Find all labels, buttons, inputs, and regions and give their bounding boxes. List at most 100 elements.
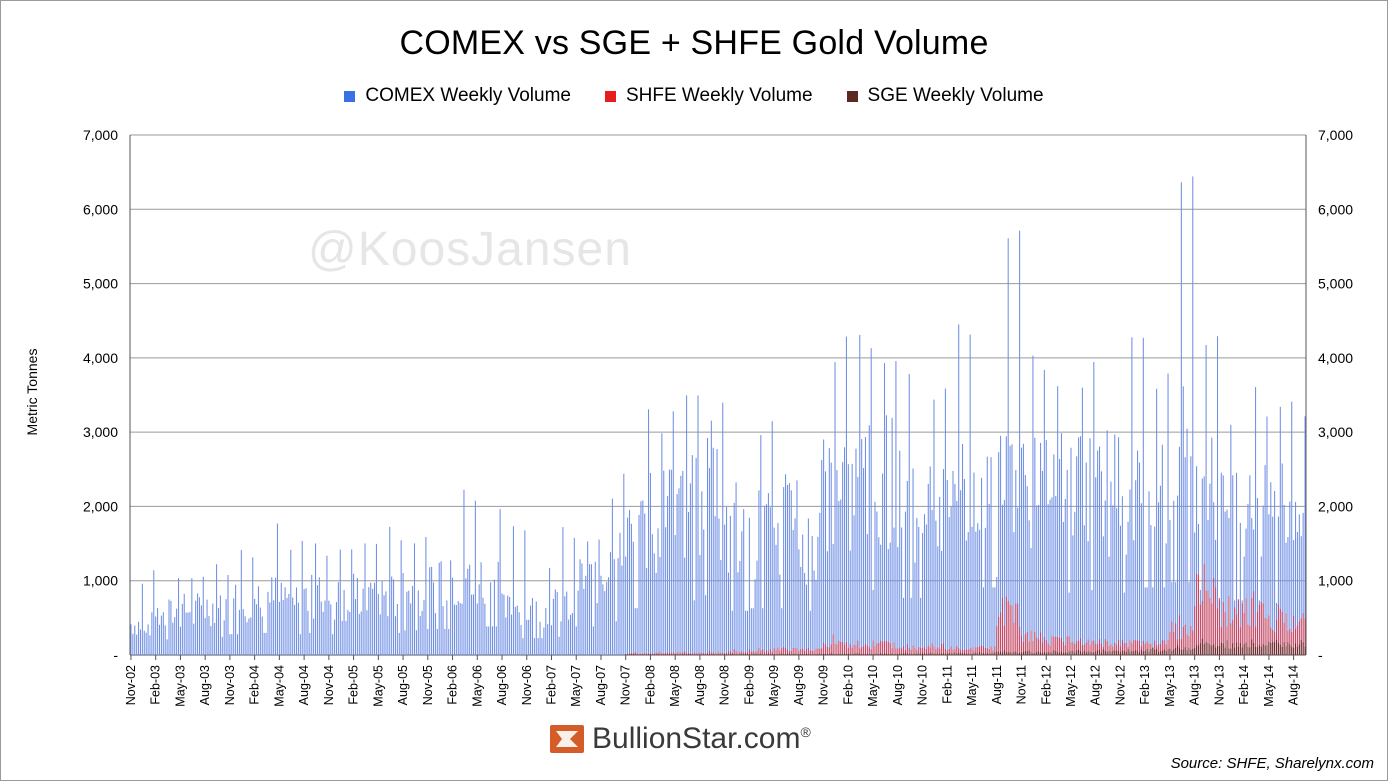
comex-bar	[1116, 508, 1118, 655]
comex-bar	[197, 593, 199, 655]
comex-bar	[305, 588, 307, 655]
comex-bar	[1243, 556, 1245, 655]
sge-bar	[1047, 652, 1049, 655]
shfe-bar	[1138, 640, 1141, 655]
sge-bar	[678, 654, 680, 655]
comex-bar	[929, 466, 931, 655]
shfe-bar	[756, 651, 758, 655]
comex-bar	[320, 601, 322, 655]
shfe-bar	[1171, 621, 1173, 655]
comex-bar	[893, 527, 895, 655]
comex-bar	[273, 600, 275, 655]
comex-bar	[708, 468, 710, 655]
comex-bar	[368, 587, 370, 655]
comex-bar	[889, 542, 891, 655]
comex-bar	[1158, 502, 1160, 655]
shfe-bar	[1125, 643, 1127, 655]
comex-bar	[337, 582, 339, 655]
shfe-bar	[891, 648, 893, 655]
comex-bar	[627, 517, 629, 655]
comex-bar	[1268, 514, 1270, 655]
sge-bar	[1268, 641, 1270, 655]
sge-bar	[1192, 648, 1194, 655]
sge-bar	[720, 654, 722, 655]
sge-bar	[1234, 647, 1236, 655]
x-tick-label: Aug-11	[990, 665, 1004, 704]
sge-bar	[1062, 652, 1064, 655]
sge-bar	[1000, 651, 1002, 655]
sge-bar	[693, 654, 695, 655]
shfe-bar	[701, 652, 703, 655]
shfe-bar	[779, 650, 781, 655]
shfe-bar	[935, 649, 937, 655]
comex-bar	[1121, 496, 1123, 655]
comex-bar	[977, 523, 979, 655]
comex-bar	[575, 626, 577, 655]
sge-bar	[802, 654, 804, 655]
sge-bar	[653, 654, 655, 655]
shfe-bar	[1114, 642, 1116, 655]
shfe-bar	[1051, 636, 1053, 655]
shfe-bar	[958, 648, 960, 655]
shfe-bar	[1062, 641, 1064, 655]
sge-bar	[836, 654, 838, 655]
comex-bar	[522, 638, 524, 655]
comex-bar	[705, 595, 707, 655]
comex-bar	[1142, 337, 1144, 655]
shfe-bar	[1192, 630, 1194, 655]
shfe-bar	[1199, 604, 1201, 655]
sge-bar	[1028, 650, 1030, 655]
comex-bar	[602, 584, 604, 655]
shfe-bar	[659, 651, 661, 655]
shfe-bar	[1057, 636, 1059, 655]
comex-bar	[385, 591, 387, 655]
shfe-bar	[691, 653, 693, 655]
x-tick-label: Feb-11	[940, 665, 954, 704]
comex-bar	[178, 578, 180, 655]
comex-bar	[802, 534, 804, 655]
sge-bar	[1091, 652, 1093, 655]
sge-bar	[750, 654, 752, 655]
sge-bar	[684, 654, 686, 655]
comex-bar	[509, 597, 511, 655]
comex-bar	[166, 639, 168, 655]
sge-bar	[965, 653, 967, 655]
comex-bar	[235, 584, 237, 655]
shfe-bar	[750, 651, 752, 655]
shfe-bar	[1100, 643, 1102, 655]
shfe-bar	[1064, 645, 1066, 655]
comex-bar	[703, 529, 705, 655]
comex-bar	[979, 529, 981, 655]
shfe-bar	[963, 650, 965, 655]
comex-bar	[686, 395, 688, 655]
comex-bar	[404, 630, 406, 655]
bullionstar-logo-icon	[550, 725, 584, 753]
sge-bar	[769, 654, 771, 655]
comex-bar	[1112, 505, 1114, 655]
shfe-bar	[651, 653, 653, 655]
comex-bar	[1038, 504, 1040, 655]
sge-bar	[946, 653, 948, 655]
sge-bar	[954, 652, 956, 655]
sge-bar	[743, 654, 745, 655]
comex-bar	[463, 489, 465, 655]
x-tick-label: Nov-08	[718, 665, 732, 705]
sge-bar	[988, 653, 990, 655]
shfe-bar	[937, 647, 939, 655]
sge-bar	[661, 654, 663, 655]
comex-bar	[558, 636, 560, 655]
comex-bar	[821, 460, 823, 655]
comex-bar	[394, 616, 396, 655]
comex-bar	[1007, 238, 1009, 655]
sge-bar	[967, 653, 969, 655]
sge-bar	[899, 653, 901, 655]
comex-bar	[212, 603, 214, 655]
x-tick-label: May-03	[173, 665, 187, 707]
comex-bar	[474, 500, 476, 655]
sge-bar	[1216, 646, 1219, 655]
comex-bar	[514, 607, 516, 655]
comex-bar	[419, 615, 421, 655]
shfe-bar	[636, 653, 638, 655]
comex-bar	[151, 612, 153, 655]
comex-bar	[1249, 475, 1251, 655]
